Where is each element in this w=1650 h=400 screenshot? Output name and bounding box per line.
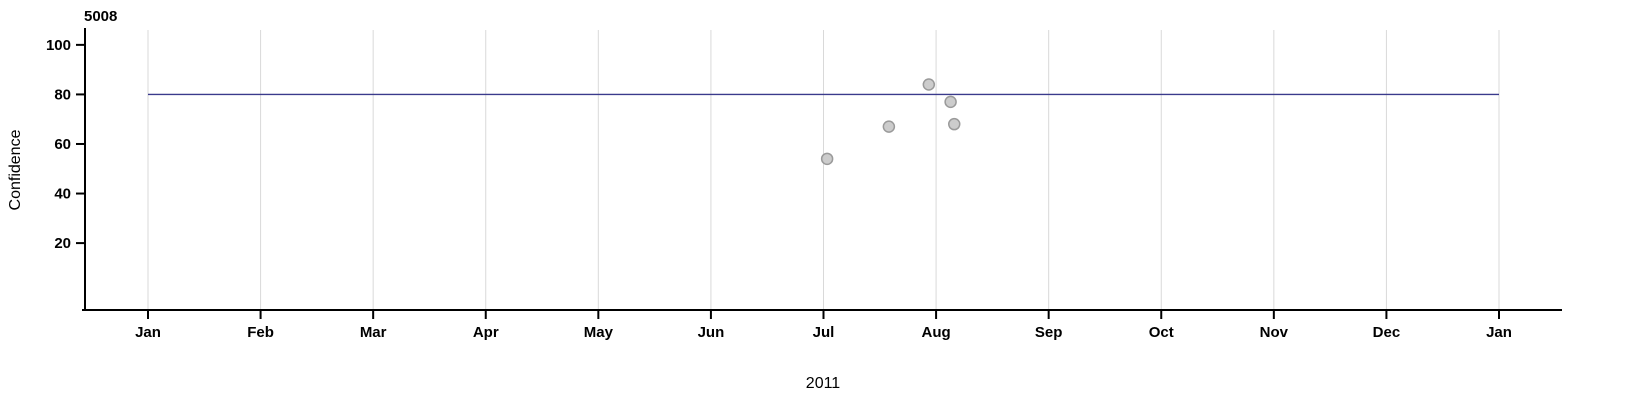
data-point xyxy=(820,152,834,166)
data-point xyxy=(882,120,896,133)
y-tick-label: 60 xyxy=(54,136,71,153)
y-axis-label: Confidence xyxy=(7,129,24,210)
x-tick-label: Jun xyxy=(698,324,725,341)
x-tick-label: Dec xyxy=(1373,324,1401,341)
x-tick-label: Apr xyxy=(473,324,499,341)
x-tick-label: Aug xyxy=(921,324,950,341)
y-tick-label: 100 xyxy=(46,37,71,54)
data-point xyxy=(944,95,957,109)
gridlines xyxy=(147,30,1500,310)
y-tick-label: 20 xyxy=(54,235,71,252)
y-tick-labels: 100 80 60 40 20 xyxy=(46,37,71,252)
x-tick-label: Jan xyxy=(135,324,161,341)
data-point xyxy=(922,78,936,91)
axes xyxy=(76,28,1562,319)
x-tick-label: Sep xyxy=(1035,324,1063,341)
x-axis-label: 2011 xyxy=(806,375,841,392)
x-tick-label: May xyxy=(584,324,614,341)
x-tick-label: Mar xyxy=(360,324,387,341)
x-tick-label: Feb xyxy=(247,324,274,341)
chart-title: 5008 xyxy=(84,8,117,25)
x-tick-label: Jan xyxy=(1486,324,1512,341)
data-point xyxy=(947,117,961,131)
x-tick-label: Jul xyxy=(813,324,835,341)
x-tick-labels: Jan Feb Mar Apr May Jun Jul Aug Sep Oct Nov Dec Jan xyxy=(135,324,1512,341)
x-tick-label: Nov xyxy=(1260,324,1289,341)
y-tick-label: 40 xyxy=(54,186,71,203)
y-tick-label: 80 xyxy=(54,86,71,103)
x-tick-label: Oct xyxy=(1149,324,1174,341)
data-points xyxy=(820,78,961,166)
